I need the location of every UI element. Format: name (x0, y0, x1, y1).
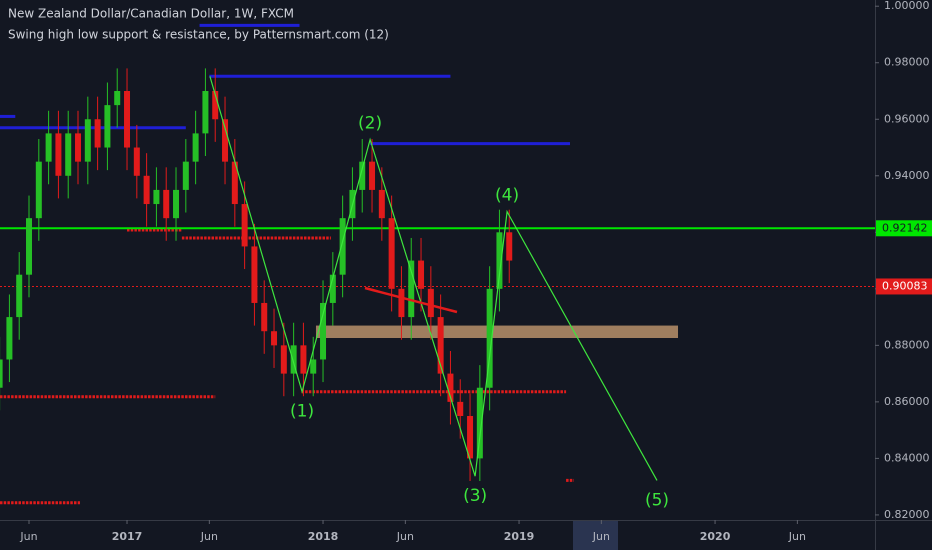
x-tick-label: 2018 (308, 530, 339, 543)
candle-body (300, 345, 307, 374)
candle-body (222, 119, 229, 162)
candle-body (339, 218, 346, 275)
candle-body (290, 345, 297, 374)
price-label-box (876, 278, 932, 295)
y-tick-label: 0.82000 (884, 508, 930, 521)
y-tick-label: 0.98000 (884, 56, 930, 69)
candle-body (16, 274, 23, 318)
y-tick-label: 1.00000 (884, 0, 930, 12)
x-tick-label: Jun (19, 530, 37, 543)
candle-body (437, 317, 444, 374)
x-tick-label: Jun (788, 530, 806, 543)
candle-body (114, 91, 121, 106)
y-tick-label: 0.94000 (884, 169, 930, 182)
candle-body (398, 288, 405, 318)
candle-body (280, 345, 287, 374)
plot-area (0, 23, 875, 505)
candle-body (133, 147, 140, 176)
candle-body (418, 260, 425, 289)
candle-body (26, 218, 33, 275)
candle-body (457, 401, 464, 416)
candle-body (173, 189, 180, 219)
wave-label: (2) (358, 114, 382, 134)
zone (315, 325, 679, 338)
candle-body (0, 359, 3, 388)
y-tick-label: 0.86000 (884, 395, 930, 408)
wave-label: (3) (463, 486, 487, 506)
candle-body (143, 175, 150, 205)
wave-label: (4) (495, 186, 519, 206)
y-tick-label: 0.88000 (884, 338, 930, 351)
wave-label: (5) (645, 490, 669, 510)
candle-body (359, 161, 366, 190)
candle-body (241, 204, 248, 247)
chart-title: New Zealand Dollar/Canadian Dollar, 1W, … (8, 7, 294, 21)
candle-body (163, 189, 170, 219)
wave-line (209, 76, 658, 481)
candle-body (65, 133, 72, 176)
price-label-box (876, 220, 932, 237)
candle-body (124, 91, 131, 148)
candle-body (251, 246, 258, 303)
candle-body (506, 232, 513, 261)
candle-body (231, 161, 238, 205)
candle-body (153, 189, 160, 205)
x-tick-label: 2017 (112, 530, 143, 543)
candle-body (271, 331, 278, 346)
candle-body (182, 161, 189, 190)
y-tick-label: 0.96000 (884, 112, 930, 125)
candle-body (486, 288, 493, 388)
candle-body (55, 133, 62, 176)
candle-body (408, 260, 415, 318)
y-tick-label: 0.84000 (884, 451, 930, 464)
candle-body (476, 387, 483, 459)
price-label: 0.92142 (882, 221, 928, 234)
trend-curve (364, 286, 458, 314)
candle-body (75, 133, 82, 162)
candle-body (378, 189, 385, 219)
candle-body (212, 91, 219, 120)
candle-body (388, 218, 395, 289)
candle-body (261, 302, 268, 332)
candle-body (94, 119, 101, 148)
candle-body (202, 91, 209, 134)
candle-body (467, 416, 474, 459)
x-tick-label: Jun (396, 530, 414, 543)
candle-body (320, 302, 327, 360)
candle-body (329, 274, 336, 303)
candle-body (369, 161, 376, 190)
x-tick-label: Jun (592, 530, 610, 543)
candle-body (45, 133, 52, 162)
candle-body (192, 133, 199, 162)
x-tick-label: Jun (200, 530, 218, 543)
candle-body (310, 359, 317, 374)
candle-body (35, 161, 42, 219)
candle-body (84, 119, 91, 162)
wave-label: (1) (290, 402, 314, 422)
crosshair-x-highlight (573, 520, 618, 550)
candle-body (447, 373, 454, 402)
candle-body (496, 232, 503, 289)
candle-body (104, 105, 111, 148)
candle-body (427, 288, 434, 318)
price-label: 0.90083 (882, 279, 928, 292)
chart-subtitle: Swing high low support & resistance, by … (8, 28, 389, 42)
candle-body (6, 317, 13, 360)
x-tick-label: 2019 (504, 530, 535, 543)
x-tick-label: 2020 (700, 530, 731, 543)
